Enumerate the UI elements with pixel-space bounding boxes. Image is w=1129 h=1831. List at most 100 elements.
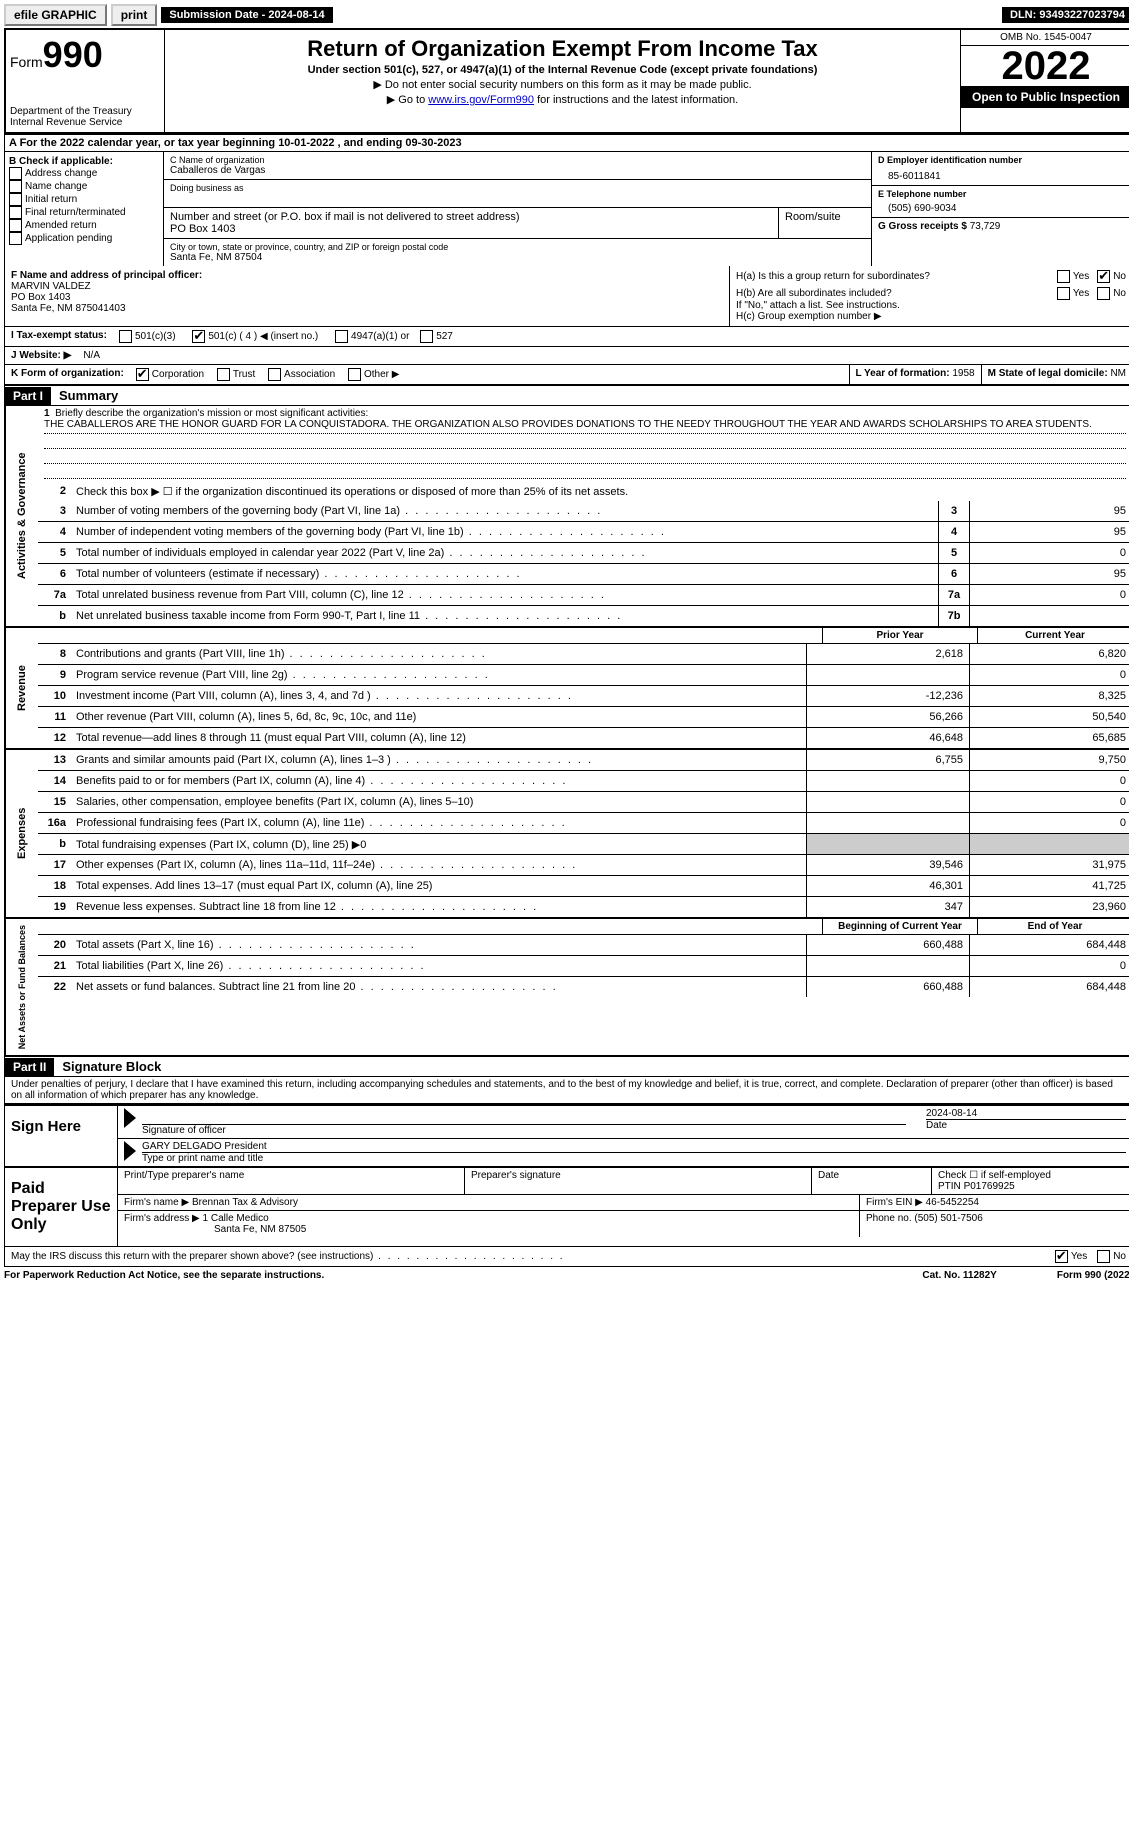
officer-addr1: PO Box 1403 xyxy=(11,292,723,303)
form-subtitle: Under section 501(c), 527, or 4947(a)(1)… xyxy=(169,64,956,76)
ein-value: 85-6011841 xyxy=(878,165,1126,182)
top-bar: efile GRAPHIC print Submission Date - 20… xyxy=(4,4,1129,26)
col-current: Current Year xyxy=(977,628,1129,643)
row-i-tax-exempt: I Tax-exempt status: 501(c)(3) 501(c) ( … xyxy=(4,327,1129,347)
hb-note: If "No," attach a list. See instructions… xyxy=(736,300,1126,311)
line2-text: Check this box ▶ ☐ if the organization d… xyxy=(72,483,1129,500)
sig-officer-label: Signature of officer xyxy=(142,1124,906,1136)
mission-text: THE CABALLEROS ARE THE HONOR GUARD FOR L… xyxy=(44,419,1126,434)
firm-ein: 46-5452254 xyxy=(926,1197,979,1208)
sig-date-value: 2024-08-14 xyxy=(926,1108,1126,1119)
addr-value: PO Box 1403 xyxy=(170,223,772,235)
addr-label: Number and street (or P.O. box if mail i… xyxy=(170,211,772,223)
form-footer: Form 990 (2022) xyxy=(1057,1270,1129,1281)
prep-sig-label: Preparer's signature xyxy=(465,1168,812,1195)
ein-label: D Employer identification number xyxy=(878,155,1126,165)
may-irs-row: May the IRS discuss this return with the… xyxy=(4,1247,1129,1267)
firm-city: Santa Fe, NM 87505 xyxy=(124,1224,853,1235)
arrow-icon xyxy=(124,1108,136,1128)
phone-label: E Telephone number xyxy=(878,189,1126,199)
form-title: Return of Organization Exempt From Incom… xyxy=(169,36,956,62)
te-501c[interactable] xyxy=(192,330,205,343)
check-initial[interactable] xyxy=(9,193,22,206)
gross-value: 73,729 xyxy=(970,221,1001,232)
penalty-text: Under penalties of perjury, I declare th… xyxy=(4,1077,1129,1104)
section-f-h: F Name and address of principal officer:… xyxy=(4,266,1129,327)
may-irs-no[interactable] xyxy=(1097,1250,1110,1263)
phone-value: (505) 690-9034 xyxy=(878,199,1126,214)
ha-yes[interactable] xyxy=(1057,270,1070,283)
submission-date: Submission Date - 2024-08-14 xyxy=(161,7,332,23)
org-name-label: C Name of organization xyxy=(170,155,865,165)
mission-label: Briefly describe the organization's miss… xyxy=(55,408,368,419)
prep-date-label: Date xyxy=(812,1168,932,1195)
officer-printed-name: GARY DELGADO President xyxy=(142,1141,1126,1152)
k-corp[interactable] xyxy=(136,368,149,381)
k-other[interactable] xyxy=(348,368,361,381)
check-pending[interactable] xyxy=(9,232,22,245)
org-name: Caballeros de Vargas xyxy=(170,165,865,176)
self-employed-check: Check ☐ if self-employed xyxy=(938,1170,1126,1181)
part2-header: Part II Signature Block xyxy=(4,1057,1129,1077)
k-assoc[interactable] xyxy=(268,368,281,381)
efile-button[interactable]: efile GRAPHIC xyxy=(4,4,107,26)
firm-name: Brennan Tax & Advisory xyxy=(192,1197,298,1208)
print-button[interactable]: print xyxy=(111,4,158,26)
note-link: ▶ Go to www.irs.gov/Form990 for instruct… xyxy=(169,93,956,106)
sign-here-label: Sign Here xyxy=(5,1106,118,1166)
room-label: Room/suite xyxy=(785,211,865,223)
row-a-period: A For the 2022 calendar year, or tax yea… xyxy=(4,135,1129,152)
hc-label: H(c) Group exemption number ▶ xyxy=(736,311,1126,322)
side-net: Net Assets or Fund Balances xyxy=(5,919,38,1055)
check-final[interactable] xyxy=(9,206,22,219)
city-label: City or town, state or province, country… xyxy=(170,242,865,252)
activities-governance: Activities & Governance 1 Briefly descri… xyxy=(4,406,1129,628)
sig-date-label: Date xyxy=(926,1119,1126,1131)
col-begin: Beginning of Current Year xyxy=(822,919,977,934)
officer-name: MARVIN VALDEZ xyxy=(11,281,723,292)
irs-link[interactable]: www.irs.gov/Form990 xyxy=(428,94,534,106)
dba-label: Doing business as xyxy=(170,183,865,193)
irs-label: Internal Revenue Service xyxy=(10,117,160,128)
open-public: Open to Public Inspection xyxy=(961,86,1129,108)
cat-no: Cat. No. 11282Y xyxy=(922,1270,996,1281)
hb-yes[interactable] xyxy=(1057,287,1070,300)
officer-addr2: Santa Fe, NM 875041403 xyxy=(11,303,723,314)
te-527[interactable] xyxy=(420,330,433,343)
sign-here-block: Sign Here Signature of officer 2024-08-1… xyxy=(4,1104,1129,1167)
ha-label: H(a) Is this a group return for subordin… xyxy=(736,271,1057,282)
check-name[interactable] xyxy=(9,180,22,193)
section-b-c-d: B Check if applicable: Address change Na… xyxy=(4,152,1129,266)
hb-no[interactable] xyxy=(1097,287,1110,300)
box-b-label: B Check if applicable: xyxy=(9,156,159,167)
hb-label: H(b) Are all subordinates included? xyxy=(736,288,1057,299)
paid-preparer-block: Paid Preparer Use Only Print/Type prepar… xyxy=(4,1167,1129,1247)
expenses-section: Expenses 13Grants and similar amounts pa… xyxy=(4,750,1129,919)
form-number: Form990 xyxy=(10,34,160,76)
ptin-value: P01769925 xyxy=(964,1181,1015,1192)
note-ssn: ▶ Do not enter social security numbers o… xyxy=(169,78,956,91)
website-value: N/A xyxy=(77,347,106,364)
side-ag: Activities & Governance xyxy=(5,406,38,626)
row-j-website: J Website: ▶ N/A xyxy=(4,347,1129,365)
firm-addr: 1 Calle Medico xyxy=(203,1213,269,1224)
te-4947[interactable] xyxy=(335,330,348,343)
col-end: End of Year xyxy=(977,919,1129,934)
check-address[interactable] xyxy=(9,167,22,180)
col-prior: Prior Year xyxy=(822,628,977,643)
k-trust[interactable] xyxy=(217,368,230,381)
ha-no[interactable] xyxy=(1097,270,1110,283)
tax-year: 2022 xyxy=(961,46,1129,86)
dept-label: Department of the Treasury xyxy=(10,106,160,117)
row-k-l-m: K Form of organization: Corporation Trus… xyxy=(4,365,1129,386)
may-irs-yes[interactable] xyxy=(1055,1250,1068,1263)
type-name-label: Type or print name and title xyxy=(142,1152,1126,1164)
te-501c3[interactable] xyxy=(119,330,132,343)
side-exp: Expenses xyxy=(5,750,38,917)
city-value: Santa Fe, NM 87504 xyxy=(170,252,865,263)
arrow-icon xyxy=(124,1141,136,1161)
part1-header: Part I Summary xyxy=(4,386,1129,406)
check-amended[interactable] xyxy=(9,219,22,232)
revenue-section: Revenue Prior Year Current Year 8Contrib… xyxy=(4,628,1129,750)
form-header: Form990 Department of the Treasury Inter… xyxy=(4,28,1129,135)
